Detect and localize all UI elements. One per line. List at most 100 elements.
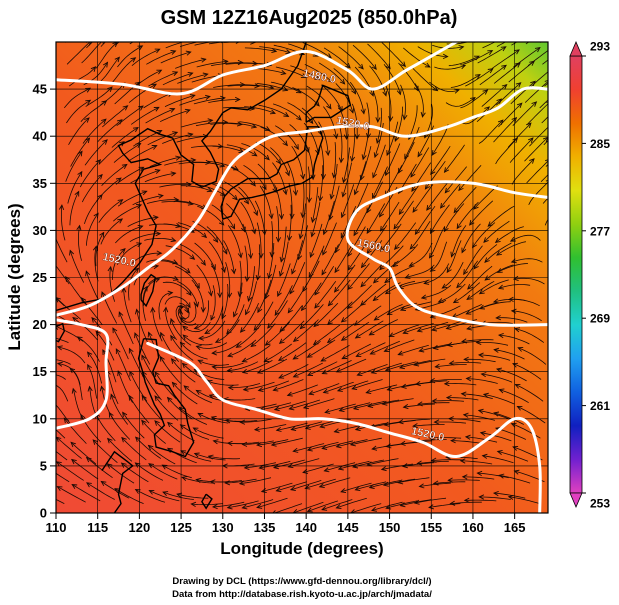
streamline — [112, 57, 136, 83]
streamline — [481, 373, 513, 383]
streamline — [144, 237, 176, 242]
streamline-arrowhead — [516, 102, 523, 109]
streamline-arrowhead — [353, 230, 359, 237]
streamline — [429, 226, 445, 259]
streamline-arrowhead — [119, 141, 125, 147]
streamline-arrowhead — [299, 323, 306, 330]
streamline-arrowhead — [70, 441, 76, 448]
streamline — [299, 203, 306, 239]
streamline-arrowhead — [85, 42, 91, 46]
streamline — [98, 199, 123, 223]
streamline-arrowhead — [138, 166, 145, 172]
streamline — [115, 348, 131, 382]
streamline-arrowhead — [279, 256, 285, 263]
streamline-arrowhead — [336, 386, 343, 392]
streamline-arrowhead — [317, 195, 324, 202]
streamline-arrowhead — [201, 232, 208, 239]
streamline — [497, 451, 529, 462]
streamline-arrowhead — [549, 46, 554, 50]
streamline — [333, 142, 337, 178]
streamline — [212, 362, 244, 368]
streamline-arrowhead — [289, 485, 296, 491]
streamline-arrowhead — [379, 225, 386, 232]
streamline-arrowhead — [80, 413, 86, 420]
streamline — [453, 282, 481, 303]
streamline-arrowhead — [275, 236, 282, 243]
streamline-arrowhead — [108, 411, 114, 418]
streamline-arrowhead — [238, 480, 245, 486]
streamline-arrowhead — [278, 214, 285, 220]
streamline-arrowhead — [175, 155, 182, 161]
streamline — [226, 144, 257, 157]
streamline-arrowhead — [428, 435, 435, 441]
streamline — [542, 59, 548, 65]
streamline — [177, 280, 198, 307]
streamline-arrowhead — [314, 75, 321, 81]
streamline-arrowhead — [400, 61, 406, 68]
streamline-arrowhead — [84, 137, 91, 144]
streamline-arrowhead — [372, 277, 379, 284]
colorbar-tick-label: 293 — [590, 40, 610, 54]
streamline — [56, 313, 67, 322]
streamline — [527, 50, 548, 67]
streamline-arrowhead — [366, 207, 372, 214]
streamline-arrowhead — [384, 277, 390, 284]
streamline — [288, 204, 292, 241]
y-tick-label: 15 — [33, 364, 47, 379]
y-tick-label: 40 — [33, 129, 47, 144]
streamline — [244, 106, 276, 114]
streamline — [525, 42, 530, 45]
streamline — [92, 439, 118, 464]
streamline-arrowhead — [355, 352, 362, 357]
streamline — [276, 422, 308, 431]
streamline-arrowhead — [531, 101, 538, 107]
streamline-arrowhead — [497, 284, 504, 290]
streamline-arrowhead — [449, 500, 456, 506]
streamline — [257, 163, 277, 193]
streamline — [429, 437, 462, 439]
streamline-arrowhead — [211, 504, 218, 510]
streamline-arrowhead — [493, 411, 500, 417]
streamline-arrowhead — [211, 364, 218, 370]
streamline — [540, 174, 548, 182]
streamline-arrowhead — [227, 352, 234, 358]
streamline-arrowhead — [244, 276, 250, 283]
streamline — [463, 50, 493, 65]
streamline-arrowhead — [479, 430, 486, 436]
streamline-arrowhead — [444, 187, 450, 194]
streamline-arrowhead — [36, 489, 41, 493]
streamline-arrowhead — [320, 356, 327, 362]
streamline-arrowhead — [443, 381, 450, 387]
streamline — [106, 370, 119, 405]
streamline-arrowhead — [429, 228, 435, 235]
streamline-arrowhead — [106, 463, 113, 469]
streamline-arrowhead — [293, 144, 299, 150]
streamline-arrowhead — [304, 424, 311, 430]
streamline — [376, 107, 382, 144]
streamline-arrowhead — [210, 314, 216, 321]
streamline — [86, 457, 113, 479]
streamline-arrowhead — [414, 229, 421, 235]
streamline-arrowhead — [450, 438, 456, 444]
streamline — [56, 374, 66, 380]
streamline — [95, 42, 118, 69]
streamline — [337, 380, 369, 392]
streamline — [167, 397, 193, 420]
streamline-arrowhead — [401, 463, 408, 469]
streamline-arrowhead — [534, 47, 541, 53]
streamline — [462, 476, 495, 480]
streamline-arrowhead — [308, 272, 314, 279]
streamline-arrowhead — [418, 483, 425, 489]
colorbar-tick-label: 285 — [590, 137, 610, 151]
streamline — [371, 87, 379, 122]
streamline-arrowhead — [128, 347, 134, 354]
streamline-arrowhead — [221, 313, 227, 320]
streamline — [274, 125, 299, 150]
streamline — [64, 42, 67, 43]
streamline-arrowhead — [487, 221, 494, 227]
streamline — [164, 94, 195, 107]
streamline — [142, 371, 162, 401]
streamline-arrowhead — [187, 200, 194, 206]
streamline — [258, 380, 290, 391]
streamline-arrowhead — [141, 419, 147, 426]
